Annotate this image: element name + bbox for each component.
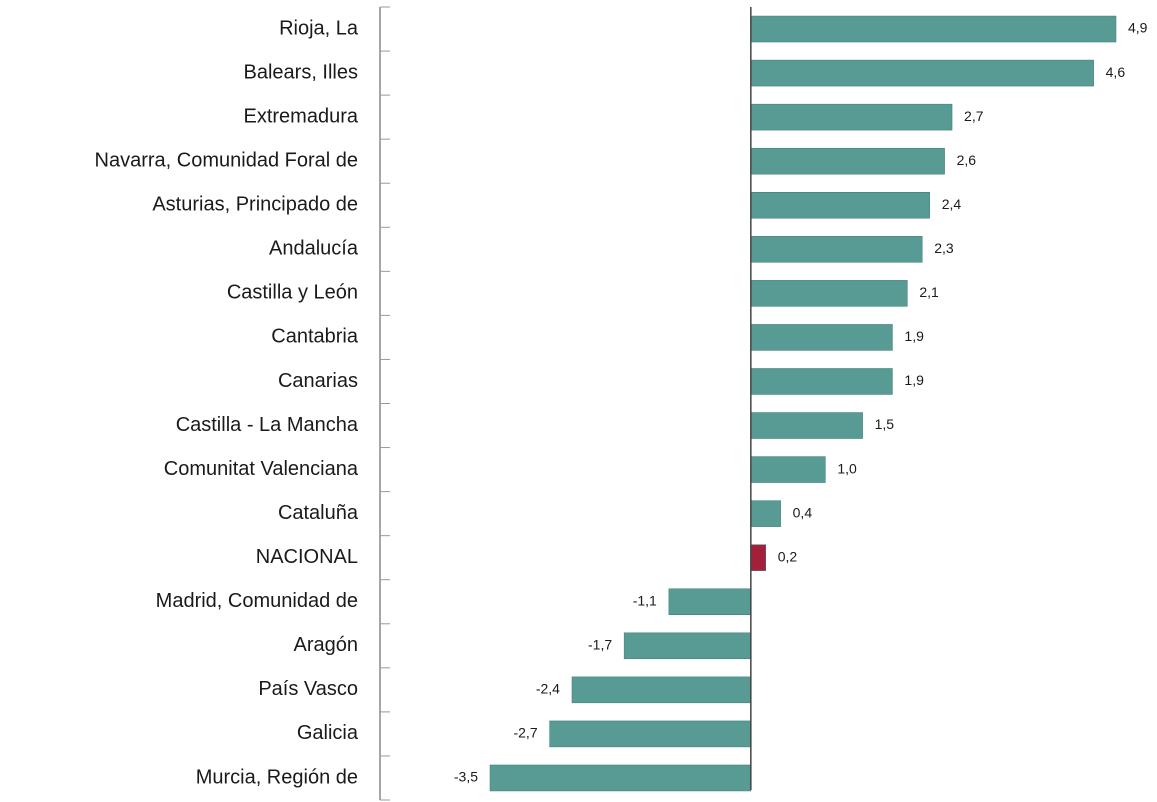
category-label: Comunitat Valenciana: [164, 458, 359, 480]
category-label: Castilla y León: [227, 282, 358, 304]
bar: [750, 500, 781, 527]
category-label: Cataluña: [278, 502, 359, 524]
value-label: -3,5: [454, 769, 478, 785]
category-label: Balears, Illes: [244, 61, 359, 83]
category-label: Aragón: [294, 634, 359, 656]
value-label: 2,7: [964, 108, 984, 124]
value-label: 2,3: [934, 240, 954, 256]
category-label: Madrid, Comunidad de: [156, 590, 358, 612]
category-label: País Vasco: [258, 678, 358, 700]
bar: [668, 588, 752, 615]
value-label: -2,7: [513, 725, 537, 741]
category-label: Rioja, La: [279, 17, 359, 39]
bar: [750, 192, 930, 219]
bar: [750, 412, 863, 439]
bar: [750, 368, 893, 395]
bar: [750, 456, 826, 483]
value-label: -2,4: [536, 681, 560, 697]
value-label: 0,4: [793, 504, 813, 520]
value-label: 4,9: [1128, 20, 1148, 36]
bar: [489, 764, 752, 792]
category-label: Canarias: [278, 370, 358, 392]
value-label: 4,6: [1106, 64, 1126, 80]
bar: [750, 147, 945, 175]
bar: [750, 544, 766, 571]
bar: [750, 103, 953, 131]
bar: [750, 280, 908, 307]
bar: [750, 59, 1094, 87]
value-label: 2,4: [942, 196, 962, 212]
bar: [623, 632, 752, 660]
value-label: 1,5: [875, 416, 895, 432]
category-label: Cantabria: [271, 326, 359, 348]
bar: [750, 15, 1117, 43]
category-label: Andalucía: [269, 238, 359, 260]
value-label: 1,9: [904, 328, 924, 344]
value-label: 1,9: [904, 372, 924, 388]
value-label: -1,7: [588, 637, 612, 653]
category-label: Galicia: [297, 722, 359, 744]
category-label: Asturias, Principado de: [152, 194, 358, 216]
value-label: 2,1: [919, 284, 939, 300]
category-label: Extremadura: [244, 105, 359, 127]
bar: [549, 720, 752, 748]
value-label: -1,1: [633, 592, 657, 608]
category-label: Murcia, Región de: [196, 766, 358, 788]
category-label: Castilla - La Mancha: [176, 414, 359, 436]
bar: [750, 236, 923, 263]
category-label: Navarra, Comunidad Foral de: [95, 149, 358, 171]
value-label: 1,0: [837, 460, 857, 476]
bar: [750, 324, 893, 351]
value-label: 2,6: [957, 152, 977, 168]
category-label: NACIONAL: [256, 546, 358, 568]
bar: [571, 676, 752, 704]
value-label: 0,2: [778, 548, 798, 564]
